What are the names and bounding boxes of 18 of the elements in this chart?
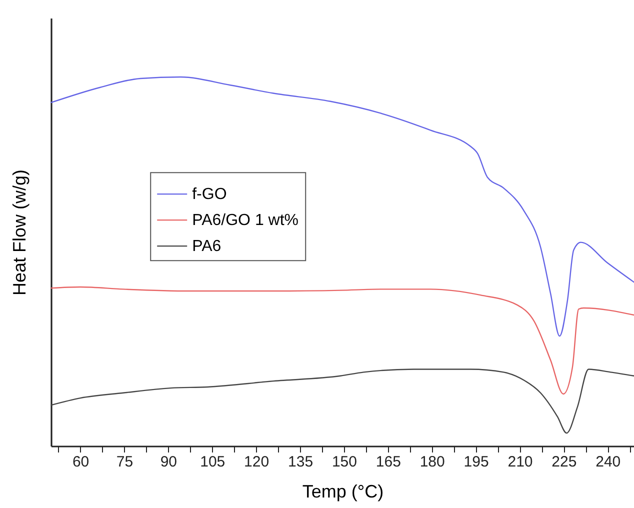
y-axis-title: Heat Flow (w/g) (10, 169, 30, 296)
x-tick-label: 60 (72, 454, 90, 470)
legend-label: f-GO (192, 186, 227, 204)
x-tick-label: 135 (288, 454, 314, 470)
legend-label: PA6 (192, 238, 222, 256)
x-tick-label: 180 (420, 454, 445, 470)
x-tick-label: 105 (200, 454, 226, 470)
x-axis-title: Temp (°C) (302, 482, 384, 502)
x-tick-label: 90 (160, 454, 178, 470)
x-tick-label: 75 (116, 454, 134, 470)
x-tick-label: 165 (376, 454, 401, 470)
x-tick-label: 240 (596, 454, 621, 470)
x-tick-label: 210 (508, 454, 533, 470)
legend-label: PA6/GO 1 wt% (192, 212, 299, 230)
x-tick-label: 120 (244, 454, 270, 470)
x-tick-label: 150 (332, 454, 357, 470)
x-tick-label: 195 (464, 454, 489, 470)
x-tick-label: 225 (552, 454, 577, 470)
